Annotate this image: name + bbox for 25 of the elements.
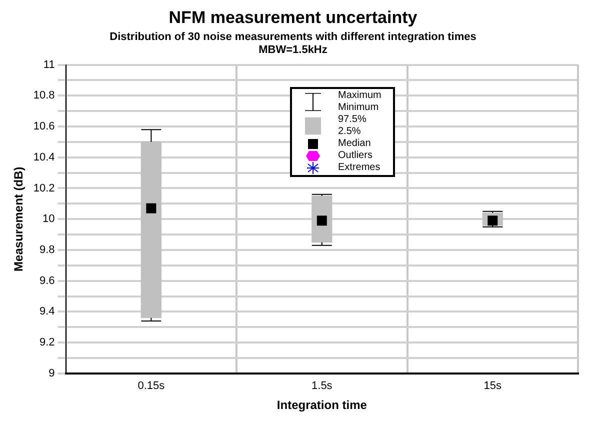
annotation: Extremes <box>338 162 380 174</box>
x-tick-label: 15s <box>484 380 502 392</box>
chart-title: NFM measurement uncertainty <box>168 8 418 27</box>
y-tick-label: 9 <box>48 367 55 380</box>
y-tick-label: 10 <box>42 213 55 226</box>
y-tick-label: 11 <box>43 58 55 71</box>
y-tick-label: 10.8 <box>33 90 55 102</box>
x-tick-label: 1.5s <box>312 380 333 392</box>
annotation: Median <box>338 138 371 150</box>
annotation: 97.5% <box>338 114 366 126</box>
x-axis-title: Integration time <box>276 398 368 412</box>
y-tick-label: 10.2 <box>33 182 55 194</box>
annotation: Minimum <box>338 102 380 114</box>
annotation: Maximum <box>338 90 382 102</box>
y-tick-label: 9.4 <box>40 306 55 318</box>
y-tick-label: 10.6 <box>33 120 55 133</box>
y-axis-title: Measurement (dB) <box>12 166 26 272</box>
y-tick-label: 9.6 <box>40 274 55 287</box>
y-tick-label: 9.8 <box>40 244 55 256</box>
y-tick-label: 9.2 <box>40 336 55 349</box>
y-tick-label: 10.4 <box>33 151 55 164</box>
x-tick-label: 0.15s <box>138 380 166 392</box>
annotation: 2.5% <box>338 126 362 138</box>
chart-subtitle: Distribution of 30 noise measurements with different integration times MBW=1.5kHz <box>110 31 476 56</box>
annotation: Outliers <box>338 150 372 162</box>
